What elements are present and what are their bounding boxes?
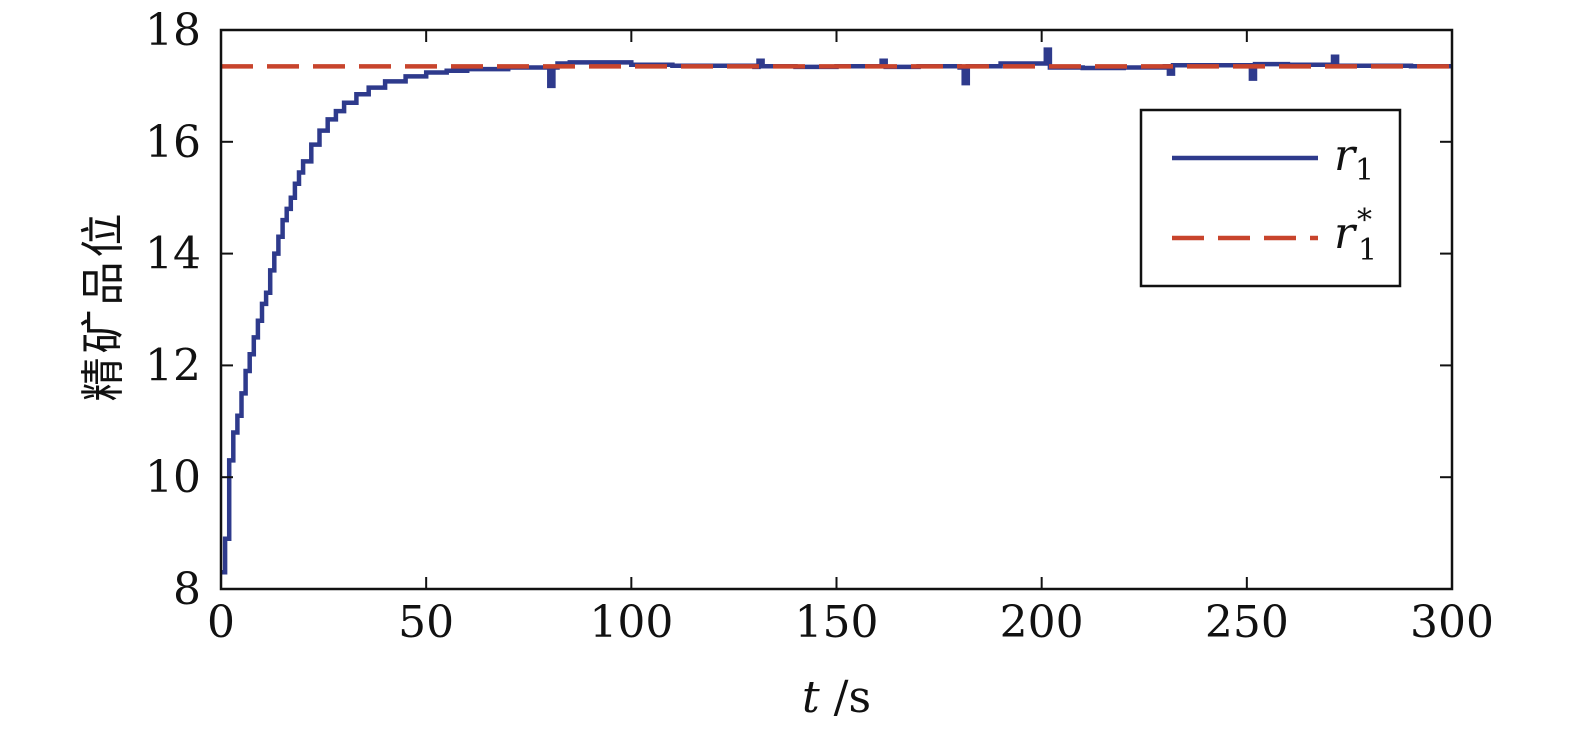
x-tick-label: 0 xyxy=(207,597,235,648)
x-tick-label: 100 xyxy=(589,597,673,648)
y-tick-label: 12 xyxy=(145,340,201,391)
series-layer xyxy=(221,47,1452,575)
x-tick-label: 50 xyxy=(398,597,454,648)
y-tick-label: 14 xyxy=(145,229,201,280)
legend-label-r1-star-sub: 1 xyxy=(1358,233,1377,268)
legend-label-r1: r1 xyxy=(1334,130,1374,188)
legend-label-r1-star: r* 1 xyxy=(1334,203,1377,268)
y-axis-label: 精矿品位 xyxy=(78,210,129,402)
y-tick-label: 16 xyxy=(145,117,201,168)
x-tick-label: 250 xyxy=(1205,597,1289,648)
legend: r1 r* 1 xyxy=(1139,108,1402,288)
tick-labels-layer: 0 50 100 150 200 250 300 8 10 12 14 16 18 xyxy=(145,5,1494,648)
y-tick-label: 8 xyxy=(173,564,201,615)
legend-label-r1-main: r xyxy=(1334,130,1358,181)
legend-label-r1-star-main: r xyxy=(1334,208,1358,259)
x-axis-variable: t xyxy=(802,672,820,723)
x-tick-label: 200 xyxy=(1000,597,1084,648)
legend-label-r1-star-sup: * xyxy=(1357,203,1372,238)
legend-label-r1-sub: 1 xyxy=(1355,153,1374,188)
y-tick-label: 18 xyxy=(145,5,201,56)
legend-box xyxy=(1139,108,1402,288)
x-axis-label: t/s xyxy=(802,672,871,723)
x-axis-unit: /s xyxy=(834,672,871,723)
x-tick-label: 300 xyxy=(1410,597,1494,648)
x-tick-label: 150 xyxy=(795,597,879,648)
plot-frame xyxy=(219,28,1454,591)
y-tick-label: 10 xyxy=(145,452,201,503)
